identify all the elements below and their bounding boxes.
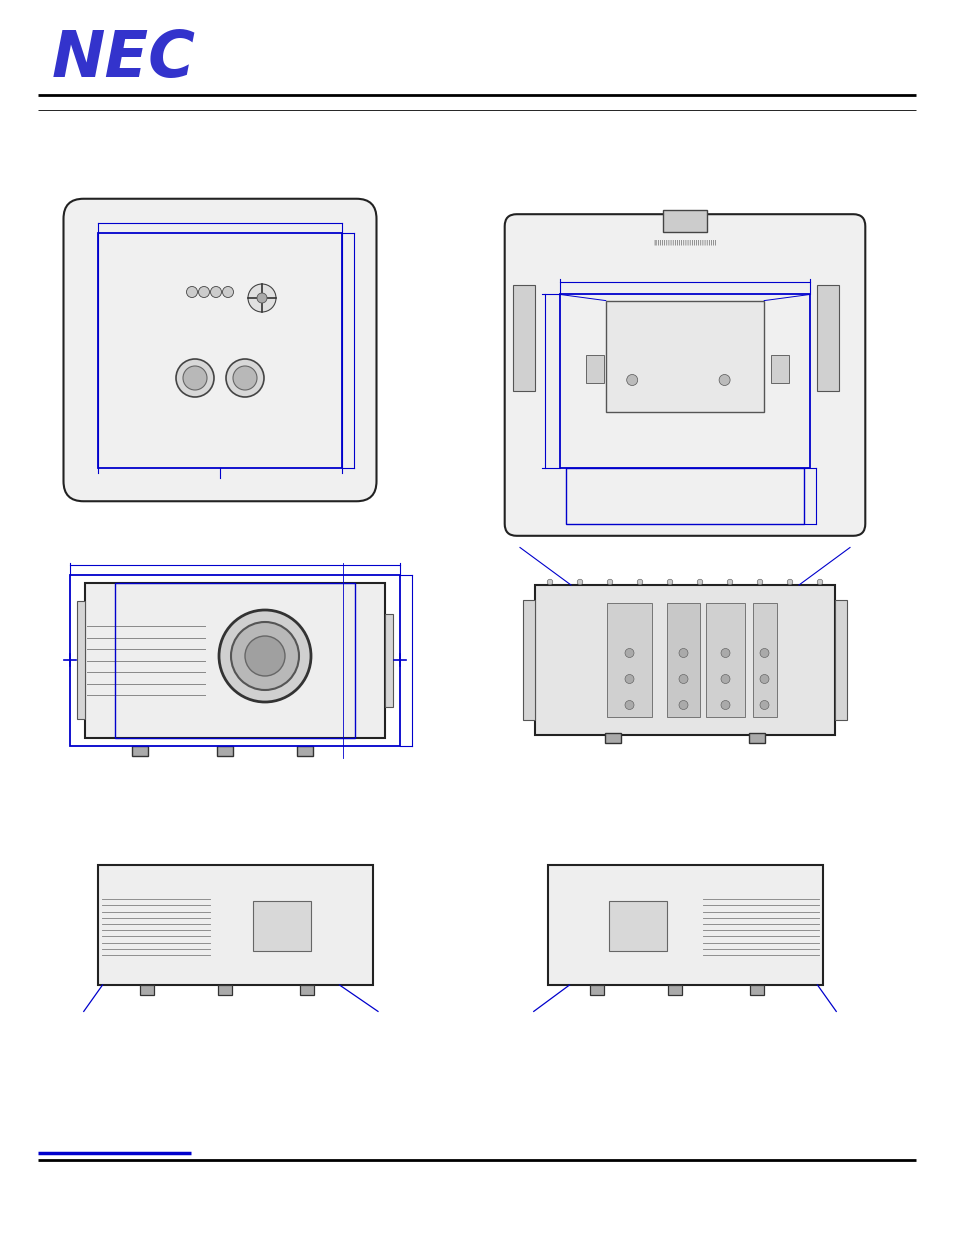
Bar [608,902,666,951]
Circle shape [760,674,768,683]
Circle shape [626,374,637,385]
Circle shape [248,284,275,312]
Bar [667,986,681,995]
Bar [559,294,809,468]
Bar [662,210,706,232]
Bar [97,864,372,986]
Circle shape [697,579,702,585]
Bar [535,585,834,735]
Bar [606,603,651,718]
Circle shape [211,287,221,298]
Bar [140,986,153,995]
Bar [513,285,535,390]
Bar [566,468,803,524]
Bar [749,986,763,995]
Bar [98,232,342,468]
Bar [585,354,603,383]
Circle shape [183,366,207,390]
Bar [604,732,620,742]
Circle shape [679,700,687,709]
Bar [834,600,846,720]
Bar [589,986,603,995]
Bar [299,986,314,995]
Circle shape [679,648,687,657]
Bar [816,285,838,390]
Circle shape [219,610,311,701]
Circle shape [720,674,729,683]
FancyBboxPatch shape [504,214,864,536]
Circle shape [198,287,210,298]
Bar [748,732,764,742]
Circle shape [720,648,729,657]
Bar [253,902,311,951]
Circle shape [606,579,612,585]
Bar [547,864,821,986]
Circle shape [760,700,768,709]
Bar [216,746,233,756]
Bar [115,583,355,737]
Circle shape [719,374,729,385]
Circle shape [637,579,642,585]
Circle shape [577,579,582,585]
Circle shape [226,359,264,396]
Bar [666,603,700,718]
Bar [752,603,776,718]
Circle shape [757,579,762,585]
FancyBboxPatch shape [64,199,376,501]
Text: ||||||||||||||||||||||||||||||: |||||||||||||||||||||||||||||| [653,240,716,245]
Circle shape [186,287,197,298]
Bar [770,354,788,383]
Circle shape [624,674,634,683]
Circle shape [222,287,233,298]
Circle shape [624,700,634,709]
Circle shape [817,579,821,585]
Circle shape [547,579,552,585]
Bar [218,986,232,995]
Circle shape [666,579,672,585]
Bar [296,746,313,756]
Circle shape [233,366,256,390]
Circle shape [720,700,729,709]
Bar [705,603,744,718]
Bar [85,583,385,737]
Circle shape [175,359,213,396]
Circle shape [726,579,732,585]
Circle shape [256,293,267,303]
Circle shape [760,648,768,657]
Circle shape [624,648,634,657]
Bar [522,600,535,720]
Circle shape [679,674,687,683]
Bar [70,574,399,746]
Bar [132,746,148,756]
Bar [605,300,763,412]
Bar [385,614,393,706]
Circle shape [231,622,298,690]
Circle shape [786,579,792,585]
Text: NEC: NEC [52,28,195,90]
Circle shape [245,636,285,676]
Bar [77,601,85,719]
